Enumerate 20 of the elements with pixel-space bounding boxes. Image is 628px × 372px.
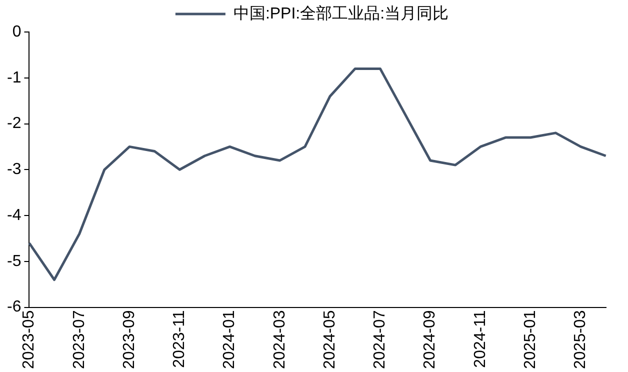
y-tick-label: -1 (6, 69, 22, 86)
y-tick-label: -3 (6, 161, 22, 178)
x-tick-label: 2024-11 (472, 310, 489, 368)
x-tick-label: 2023-07 (70, 310, 88, 369)
y-tick-label: 0 (12, 23, 22, 40)
y-tick-label: -2 (6, 115, 22, 132)
x-tick-label: 2023-09 (120, 310, 138, 369)
x-tick-label: 2024-03 (271, 310, 288, 369)
x-tick-label: 2024-09 (422, 310, 439, 369)
y-tick-label: -5 (6, 252, 22, 270)
x-tick-label: 2024-07 (372, 310, 389, 369)
x-tick-label: 2023-11 (171, 310, 188, 368)
x-tick-label: 2025-01 (522, 310, 539, 369)
y-tick-label: -4 (6, 206, 22, 224)
x-tick-label: 2025-03 (572, 310, 590, 369)
x-tick-label: 2024-05 (321, 310, 338, 369)
x-tick-label: 2024-01 (221, 310, 238, 369)
legend-label: 中国:PPI:全部工业品:当月同比 (233, 4, 449, 22)
y-tick-label: -6 (6, 298, 22, 316)
x-tick-label: 2023-05 (20, 310, 38, 369)
